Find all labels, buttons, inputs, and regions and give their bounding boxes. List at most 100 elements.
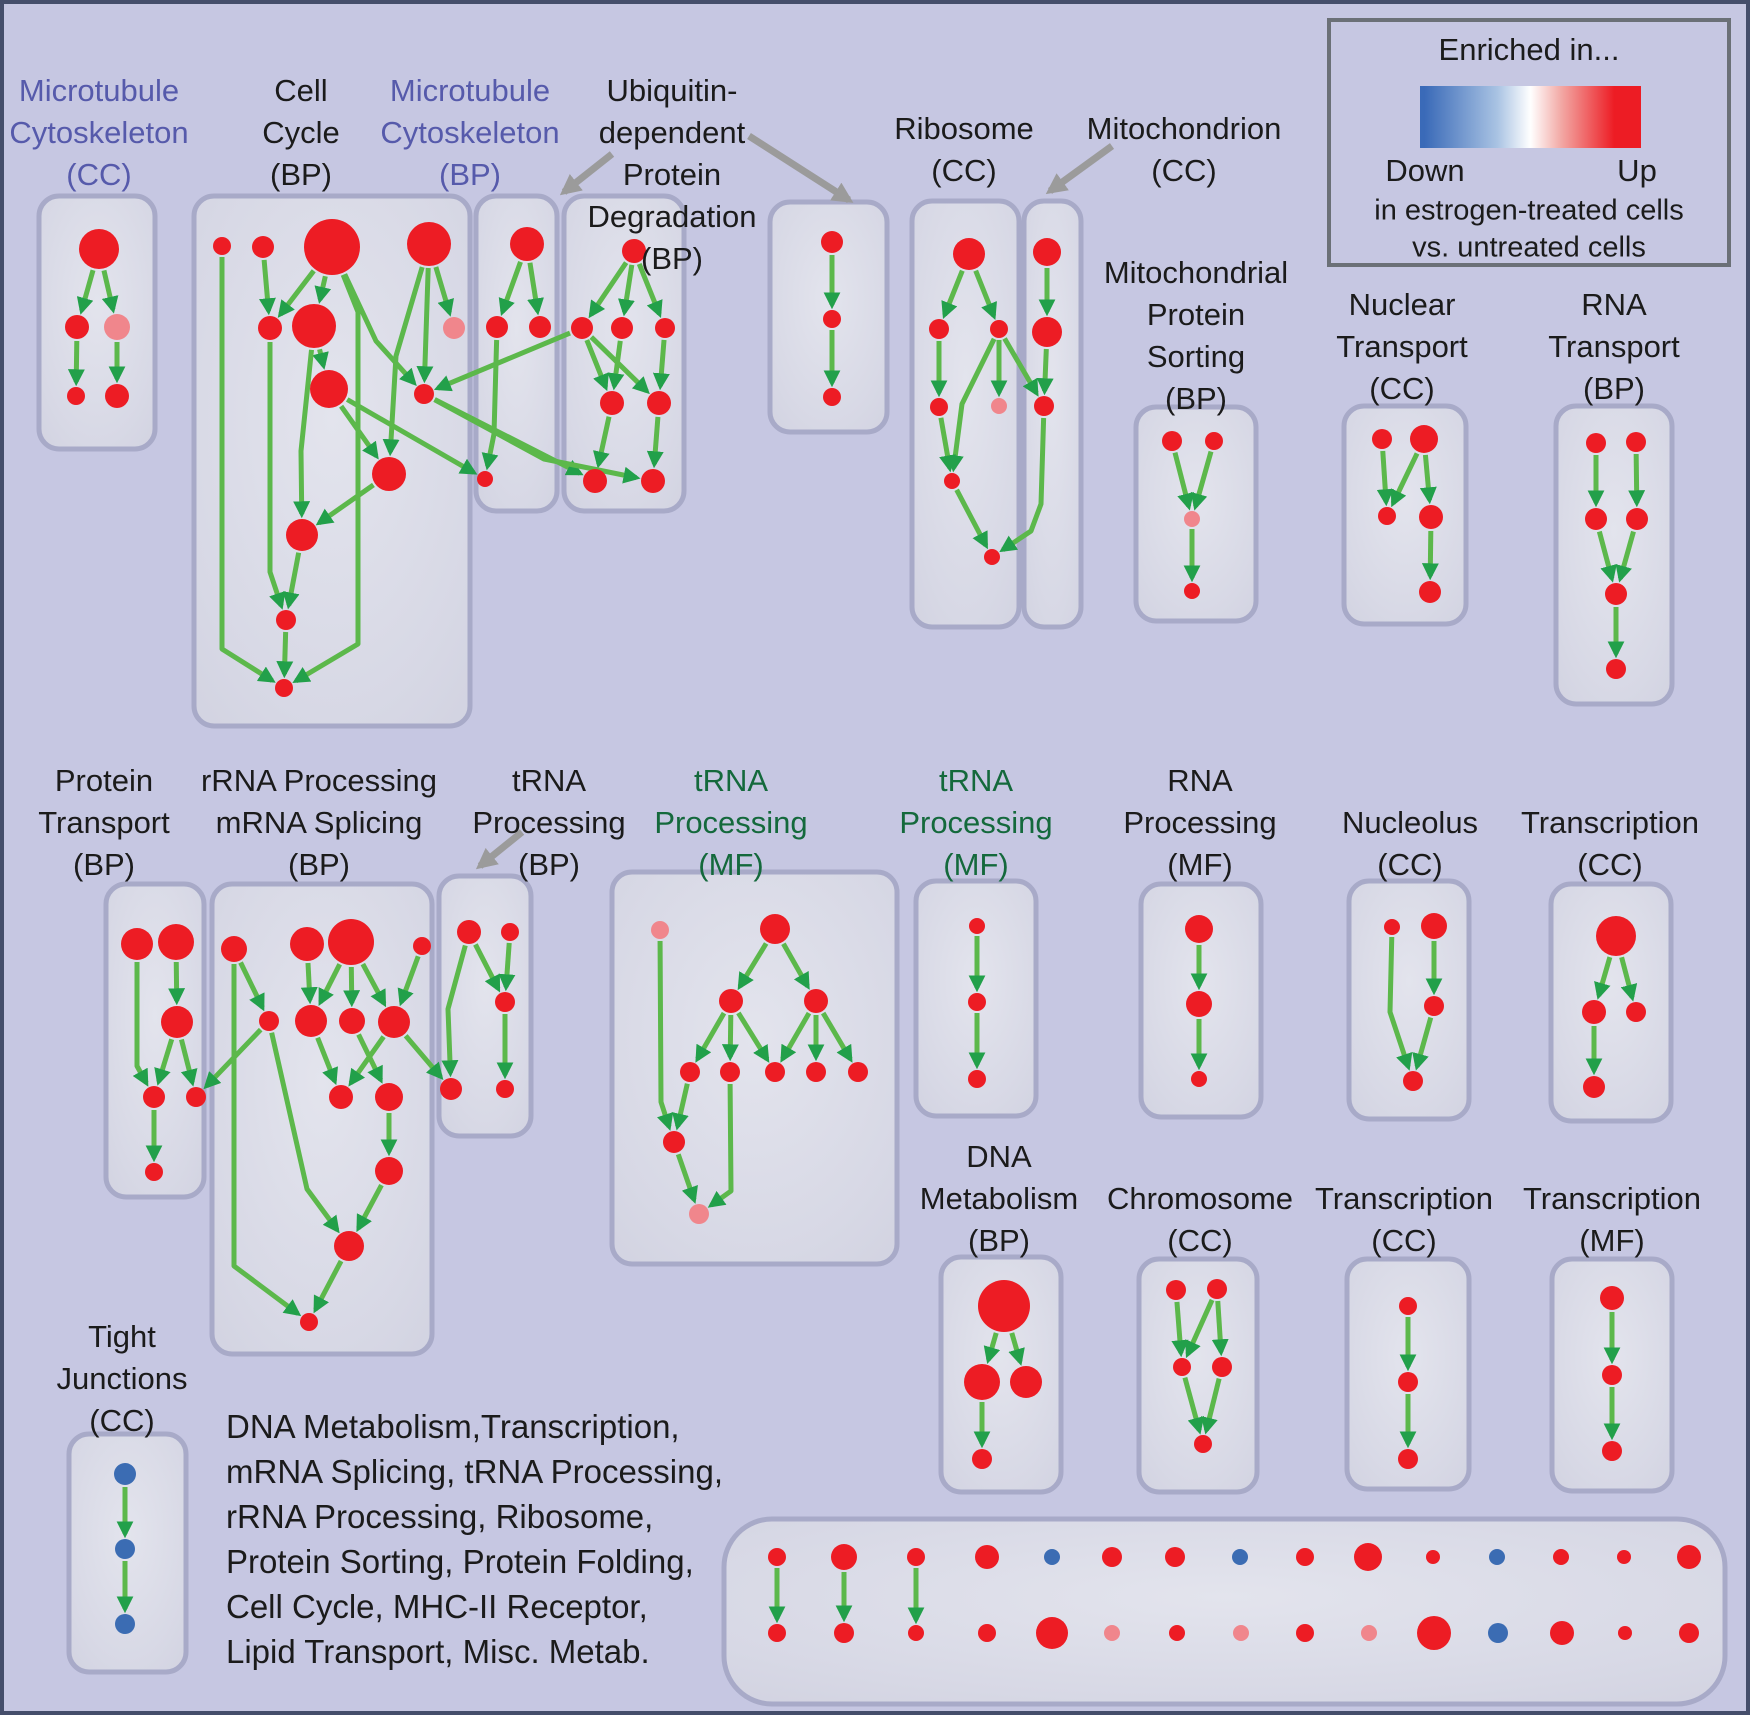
go-term-node — [1212, 1357, 1232, 1377]
cluster-label-line: RNA — [1581, 287, 1647, 322]
go-term-node — [329, 1085, 353, 1109]
edge-arrow — [416, 267, 434, 384]
cluster-label-line: Chromosome — [1107, 1181, 1293, 1216]
go-term-node — [821, 231, 843, 253]
go-term-node — [1185, 915, 1213, 943]
edge-arrow — [1201, 1378, 1222, 1435]
cluster-label-line: dependent — [599, 115, 746, 150]
go-term-node — [1403, 1071, 1423, 1091]
go-term-node — [440, 1078, 462, 1100]
go-term-node — [975, 1545, 999, 1569]
go-term-node — [969, 918, 985, 934]
cluster-label-line: (MF) — [1579, 1223, 1644, 1258]
go-term-node — [486, 316, 508, 338]
edge-arrow — [219, 257, 276, 683]
edge-arrow — [258, 259, 276, 316]
edge-arrow — [736, 1011, 770, 1063]
go-term-node — [651, 921, 669, 939]
go-term-node — [375, 1083, 403, 1111]
go-term-node — [1679, 1623, 1699, 1643]
edge-arrow — [1182, 1376, 1205, 1435]
cluster-label-line: (BP) — [641, 241, 703, 276]
edge-arrow — [300, 962, 318, 1005]
cluster-label-line: (BP) — [270, 157, 332, 192]
go-term-node — [1424, 996, 1444, 1016]
go-term-node — [1191, 1071, 1207, 1087]
cluster-label-line: Processing — [1123, 805, 1276, 840]
cluster-label-line: (CC) — [89, 1403, 154, 1438]
cluster-label-line: Protein — [623, 157, 721, 192]
go-term-node — [1398, 1449, 1418, 1469]
go-term-node — [1165, 1547, 1185, 1567]
go-term-node — [953, 238, 985, 270]
cluster-label-line: (BP) — [518, 847, 580, 882]
annotation-line: Protein Sorting, Protein Folding, — [226, 1543, 694, 1580]
edge-arrow — [1387, 936, 1413, 1071]
cluster-label-line: (CC) — [1369, 371, 1434, 406]
edge-arrow — [397, 955, 421, 1007]
go-term-node — [1296, 1624, 1314, 1642]
go-term-node — [680, 1062, 700, 1082]
go-term-node — [1044, 1549, 1060, 1565]
legend-down-label: Down — [1385, 153, 1465, 188]
cluster-label-line: (CC) — [1577, 847, 1642, 882]
go-term-node — [1550, 1621, 1574, 1645]
go-term-node — [1677, 1545, 1701, 1569]
edge-arrow — [941, 269, 965, 320]
cluster-label-line: Degradation — [588, 199, 757, 234]
go-term-node — [1233, 1625, 1249, 1641]
go-term-node — [115, 1614, 135, 1634]
edge-arrow — [312, 348, 329, 370]
cluster-box-nuclear-transport-cc — [1341, 403, 1469, 627]
go-term-node — [823, 388, 841, 406]
cluster-label-line: Transport — [1548, 329, 1680, 364]
go-term-node — [1606, 659, 1626, 679]
go-term-node — [1166, 1280, 1186, 1300]
edge-arrow — [588, 261, 629, 319]
go-term-node — [1162, 431, 1182, 451]
go-term-node — [964, 1364, 1000, 1400]
go-term-node — [768, 1624, 786, 1642]
go-term-node — [1596, 916, 1636, 956]
go-term-node — [378, 1006, 410, 1038]
go-term-node — [310, 370, 348, 408]
go-term-node — [1421, 913, 1447, 939]
edge-arrow — [938, 417, 956, 473]
go-term-node — [719, 989, 743, 1013]
go-term-node — [768, 1548, 786, 1566]
edge-arrow — [315, 1036, 338, 1086]
cluster-label-line: Cytoskeleton — [380, 115, 559, 150]
go-term-node — [104, 314, 130, 340]
go-term-node — [1602, 1441, 1622, 1461]
go-term-node — [121, 928, 153, 960]
edge-arrow — [1008, 1332, 1025, 1366]
go-term-node — [984, 549, 1000, 565]
cluster-label-line: Mitochondrial — [1104, 255, 1288, 290]
go-term-node — [806, 1062, 826, 1082]
go-term-node — [1186, 991, 1212, 1017]
go-term-node — [510, 227, 544, 261]
go-term-node — [221, 936, 247, 962]
go-term-node — [65, 315, 89, 339]
go-term-node — [990, 320, 1008, 338]
edge-arrow — [652, 339, 670, 391]
cluster-label-line: Microtubule — [19, 73, 179, 108]
go-term-node — [495, 992, 515, 1012]
go-term-node — [1232, 1549, 1248, 1565]
cluster-label-line: (BP) — [439, 157, 501, 192]
cluster-box-nucleolus-cc — [1346, 878, 1472, 1122]
edge-arrow — [356, 1033, 383, 1084]
edge-arrow — [282, 552, 302, 610]
cluster-label-line: Transcription — [1521, 805, 1699, 840]
edge-arrow — [473, 943, 501, 993]
go-term-node — [339, 1008, 365, 1034]
cluster-label-line: Protein — [55, 763, 153, 798]
go-term-node — [1586, 433, 1606, 453]
cluster-label-line: Cytoskeleton — [9, 115, 188, 150]
go-term-node — [252, 236, 274, 258]
go-term-node — [930, 398, 948, 416]
go-term-node — [1010, 1366, 1042, 1398]
go-term-node — [1585, 508, 1607, 530]
go-term-node — [158, 924, 194, 960]
go-term-node — [600, 391, 624, 415]
